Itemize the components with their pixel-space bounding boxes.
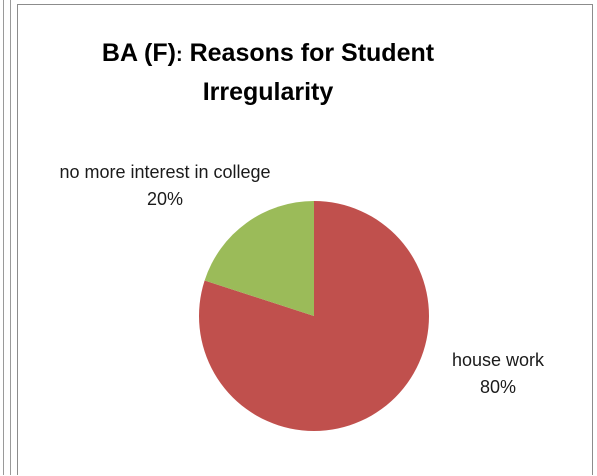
chart-title-separator: :: [175, 44, 183, 66]
slice-label-name: no more interest in college: [59, 162, 271, 182]
pie-slice-house-work: [198, 201, 429, 431]
window-frame-left: [3, 0, 11, 475]
chart-title-rest: Reasons for Student Irregularity: [182, 39, 435, 106]
slice-label-house-work: house work 80%: [428, 347, 568, 401]
slice-label-no-more-interest: no more interest in college 20%: [34, 159, 296, 213]
pie-chart: [198, 201, 429, 431]
chart-area: BA (F): Reasons for Student Irregularity…: [17, 4, 593, 475]
chart-title-main: BA (F): [101, 39, 176, 67]
chart-title: BA (F): Reasons for Student Irregularity: [78, 35, 458, 111]
slice-label-percent: 80%: [479, 377, 517, 397]
frame-gap: [11, 0, 17, 4]
slice-label-percent: 20%: [146, 189, 184, 209]
slice-label-name: house work: [451, 350, 545, 370]
pie-slice-no-more-interest-in-college: [204, 201, 314, 316]
